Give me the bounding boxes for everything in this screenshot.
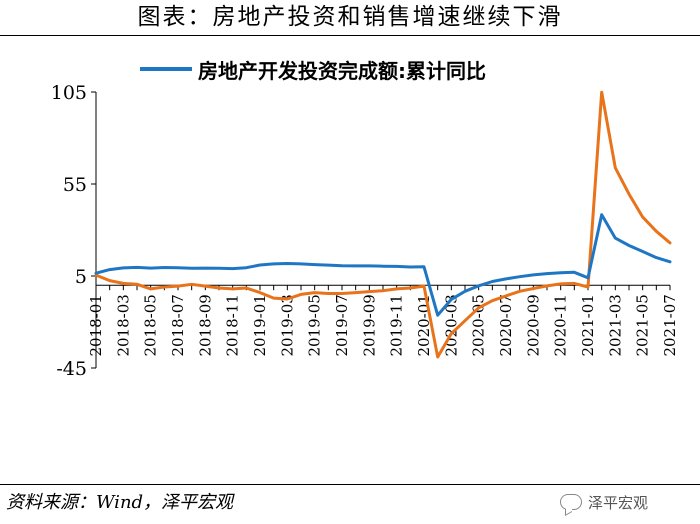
x-tick-label: 2019-05 (306, 294, 324, 356)
x-tick-label: 2021-01 (579, 294, 597, 356)
x-tick-label: 2021-05 (634, 294, 652, 356)
x-tick-label: 2018-11 (224, 294, 242, 356)
source-note: 资料来源：Wind，泽平宏观 (6, 492, 234, 513)
chart-title: 图表：房地产投资和销售增速继续下滑 (137, 4, 563, 30)
x-tick-label: 2019-03 (278, 294, 296, 356)
x-tick-label: 2021-07 (661, 294, 679, 356)
title-rule (0, 35, 700, 36)
x-tick-label: 2019-09 (360, 294, 378, 356)
series-line-investment (94, 213, 672, 317)
x-tick-label: 2020-07 (497, 294, 515, 356)
chat-bubble-icon (560, 494, 582, 510)
y-tick-label: -45 (56, 358, 87, 380)
source-rule (0, 484, 700, 485)
series-line-sales (94, 90, 672, 359)
x-tick-label: 2020-05 (470, 294, 488, 356)
x-tick-label: 2018-05 (142, 294, 160, 356)
x-tick-label: 2018-03 (114, 294, 132, 356)
y-tick-label: 105 (51, 82, 87, 104)
chart-legend: 房地产开发投资完成额:累计同比 (140, 59, 486, 83)
x-tick-label: 2018-01 (87, 294, 105, 356)
y-tick-label: 55 (63, 174, 87, 196)
x-tick-label: 2019-11 (388, 294, 406, 356)
x-tick-label: 2020-11 (552, 294, 570, 356)
x-tick-label: 2020-09 (524, 294, 542, 356)
watermark-text: 泽平宏观 (588, 493, 649, 512)
watermark: 泽平宏观 (560, 490, 648, 514)
x-tick-label: 2019-07 (333, 294, 351, 356)
series-layer (94, 90, 672, 359)
x-tick-label: 2019-01 (251, 294, 269, 356)
legend-label-investment: 房地产开发投资完成额:累计同比 (198, 59, 486, 83)
y-tick-label: 5 (75, 266, 87, 288)
x-tick-label: 2018-09 (196, 294, 214, 356)
x-tick-label: 2021-03 (606, 294, 624, 356)
x-tick-label: 2018-07 (169, 294, 187, 356)
